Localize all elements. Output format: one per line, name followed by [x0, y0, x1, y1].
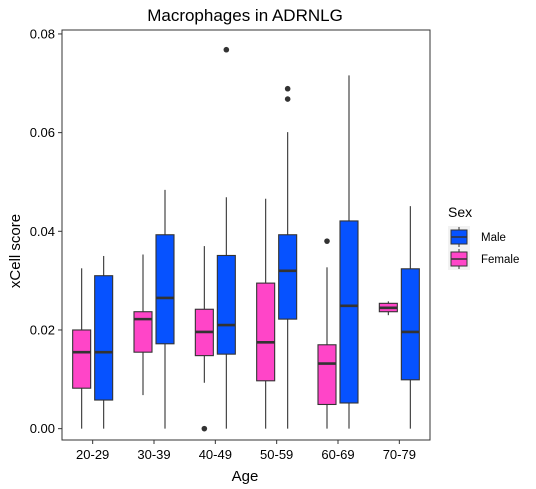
box-male-50-59: [278, 85, 298, 429]
y-tick-label: 0.06: [30, 125, 55, 140]
box-iqr: [256, 282, 276, 382]
y-tick-label: 0.02: [30, 322, 55, 337]
x-tick-label: 20-29: [76, 447, 109, 462]
x-tick-label: 50-59: [260, 447, 293, 462]
y-axis: 0.00 0.02 0.04 0.06 0.08: [30, 26, 62, 436]
box-iqr: [72, 329, 92, 389]
box-iqr: [155, 234, 175, 345]
boxplot-series: [72, 46, 420, 432]
box-female-70-79: [378, 301, 398, 316]
outlier-point: [223, 46, 230, 53]
outlier-point: [201, 425, 208, 432]
legend-label-male: Male: [481, 232, 506, 244]
box-male-70-79: [400, 206, 420, 429]
box-iqr: [400, 268, 420, 381]
box-male-40-49: [216, 46, 236, 429]
x-tick-label: 40-49: [199, 447, 232, 462]
box-iqr: [317, 344, 337, 406]
x-axis-title: Age: [232, 468, 259, 485]
legend: Sex Male Female: [448, 204, 519, 270]
plot-panel: [61, 29, 431, 441]
box-male-20-29: [94, 255, 114, 429]
y-axis-title: xCell score: [7, 214, 24, 288]
box-iqr: [94, 275, 114, 401]
legend-items: Male Female: [448, 226, 519, 270]
box-female-30-39: [133, 254, 153, 396]
box-male-60-69: [339, 75, 359, 429]
box-iqr: [133, 311, 153, 353]
x-axis: 20-29 30-39 40-49 50-59 60-69 70-79: [76, 440, 416, 462]
x-tick-label: 70-79: [383, 447, 416, 462]
legend-label-female: Female: [481, 254, 519, 266]
x-tick-label: 60-69: [321, 447, 354, 462]
box-iqr: [216, 254, 236, 355]
box-iqr: [339, 220, 359, 404]
chart-title: Macrophages in ADRNLG: [147, 6, 343, 25]
y-tick-label: 0.08: [30, 26, 55, 41]
box-male-30-39: [155, 189, 175, 429]
box-female-40-49: [194, 246, 214, 432]
legend-title: Sex: [448, 204, 472, 220]
y-tick-label: 0.00: [30, 421, 55, 436]
box-female-60-69: [317, 238, 337, 429]
x-tick-label: 30-39: [137, 447, 170, 462]
box-iqr: [278, 234, 298, 320]
box-female-20-29: [72, 268, 92, 429]
box-female-50-59: [256, 198, 276, 429]
outlier-point: [324, 238, 330, 244]
outlier-point: [284, 96, 291, 102]
outlier-point: [284, 85, 291, 92]
y-tick-label: 0.04: [30, 224, 55, 239]
